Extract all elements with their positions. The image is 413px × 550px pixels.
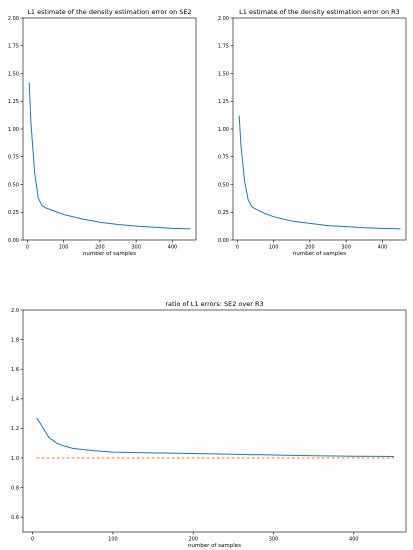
x-tick-label: 200 [188, 537, 198, 543]
x-tick-label: 300 [269, 537, 279, 543]
series-line [28, 82, 191, 230]
y-tick-label: 0.75 [8, 155, 19, 161]
x-tick-label: 200 [95, 245, 105, 251]
y-tick-label: 0.50 [8, 182, 19, 188]
y-tick-label: 1.8 [11, 337, 19, 343]
y-tick-label: 0.75 [218, 155, 229, 161]
y-tick-label: 0.00 [218, 238, 229, 244]
y-tick-label: 1.75 [8, 44, 19, 50]
y-tick-label: 1.00 [218, 127, 229, 133]
axes-frame [232, 17, 407, 241]
axes-frame [22, 17, 197, 241]
y-tick-label: 1.25 [218, 99, 229, 105]
x-axis-label: number of samples [293, 251, 346, 257]
chart-title: L1 estimate of the density estimation er… [239, 8, 400, 16]
y-tick-label: 1.6 [11, 367, 19, 373]
chart-3: ratio of L1 errors: SE2 over R3 0 100 200 30… [11, 300, 407, 549]
series-line [36, 417, 394, 458]
x-tick-label: 100 [108, 537, 118, 543]
y-tick-label: 0.8 [11, 485, 19, 491]
x-axis-label: number of samples [188, 543, 241, 549]
x-tick-label: 400 [168, 245, 178, 251]
chart-title: ratio of L1 errors: SE2 over R3 [165, 300, 263, 308]
x-tick-label: 0 [26, 245, 29, 251]
axes-frame [22, 309, 407, 533]
x-tick-label: 200 [305, 245, 315, 251]
series-line [238, 115, 401, 230]
chart-2: L1 estimate of the density estimation er… [218, 8, 407, 257]
x-tick-label: 100 [269, 245, 279, 251]
chart-title: L1 estimate of the density estimation er… [27, 8, 191, 16]
y-tick-label: 2.00 [218, 16, 229, 22]
chart-1: L1 estimate of the density estimation er… [8, 8, 197, 257]
y-tick-label: 2.00 [8, 16, 19, 22]
x-tick-label: 400 [349, 537, 359, 543]
y-tick-label: 0.50 [218, 182, 229, 188]
x-tick-label: 300 [341, 245, 351, 251]
y-tick-label: 1.2 [11, 426, 19, 432]
x-tick-label: 0 [31, 537, 34, 543]
x-tick-label: 400 [378, 245, 388, 251]
y-tick-label: 0.25 [8, 210, 19, 216]
y-tick-label: 1.50 [8, 71, 19, 77]
y-tick-label: 1.0 [11, 456, 19, 462]
y-tick-label: 1.25 [8, 99, 19, 105]
x-tick-label: 0 [236, 245, 239, 251]
y-tick-label: 1.75 [218, 44, 229, 50]
y-tick-label: 1.50 [218, 71, 229, 77]
y-tick-label: 1.00 [8, 127, 19, 133]
y-tick-label: 2.0 [11, 308, 19, 314]
x-tick-label: 300 [131, 245, 141, 251]
y-tick-label: 1.4 [11, 397, 19, 403]
x-tick-label: 100 [59, 245, 69, 251]
y-tick-label: 0.25 [218, 210, 229, 216]
y-tick-label: 0.6 [11, 515, 19, 521]
y-tick-label: 0.00 [8, 238, 19, 244]
x-axis-label: number of samples [83, 251, 136, 257]
